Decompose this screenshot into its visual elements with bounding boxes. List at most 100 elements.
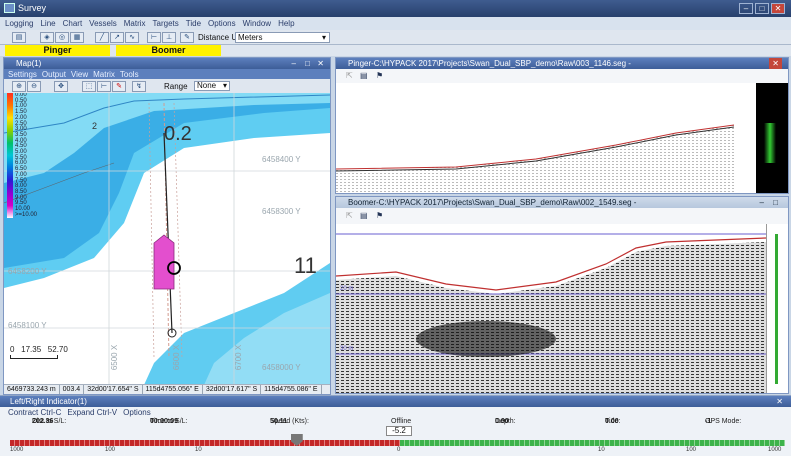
menu-line[interactable]: Line	[40, 19, 56, 28]
dist-value: 202.36	[32, 418, 54, 425]
status-lat-2: 32d00'17.617" S	[203, 385, 262, 394]
menu-targets[interactable]: Targets	[152, 19, 179, 28]
map-minimize-button[interactable]: –	[291, 59, 296, 68]
speed-value: 50.11	[270, 418, 288, 425]
boomer-seismic-display[interactable]: 20 m 30 m	[336, 224, 766, 393]
device-header-bar: Pinger Boomer	[0, 45, 791, 56]
menu-help[interactable]: Help	[278, 19, 295, 28]
document-icon[interactable]: ▤	[360, 71, 368, 80]
pinger-close-button[interactable]: ✕	[769, 58, 782, 69]
maximize-button[interactable]: □	[755, 3, 769, 14]
depth-scale-label: 6.00	[15, 160, 27, 167]
depth-scale-label: 1.50	[15, 109, 27, 116]
map-bathymetry	[4, 93, 330, 385]
lri-menu-options[interactable]: Options	[123, 408, 151, 417]
scale-left-10: 10	[195, 447, 202, 453]
cursor-icon[interactable]: ⇱	[346, 211, 353, 220]
offline-pointer	[290, 434, 303, 446]
boomer-side-trace	[766, 224, 788, 393]
pinger-toolbar: ⇱ ▤ ⚑	[336, 69, 788, 83]
log-icon[interactable]: ▤	[12, 32, 26, 43]
target-icon[interactable]: ◎	[55, 32, 69, 43]
gps-label: GPS Mode:	[705, 418, 742, 425]
arrow-icon[interactable]: ↗	[110, 32, 124, 43]
line-icon[interactable]: ╱	[95, 32, 109, 43]
depth-label-large: 0.2	[164, 123, 192, 145]
depth-color-scale: 0.00 0.50 1.00 1.50 2.00 2.50 3.00 3.50 4.00 4.50…	[7, 93, 43, 218]
range-select[interactable]: None ▾	[194, 81, 230, 91]
ruler-icon[interactable]: ⊢	[147, 32, 161, 43]
menu-vessels[interactable]: Vessels	[89, 19, 117, 28]
distance-unit-select[interactable]: Meters ▾	[235, 32, 330, 43]
pinger-label: Pinger	[5, 45, 110, 56]
map-menu-tools[interactable]: Tools	[119, 69, 139, 79]
zoom-in-icon[interactable]: ⊕	[12, 81, 26, 92]
map-menu-matrix[interactable]: Matrix	[93, 69, 115, 79]
map-menu-settings[interactable]: Settings	[8, 69, 37, 79]
depth-scale-label: 4.00	[15, 137, 27, 144]
map-menu-view[interactable]: View	[70, 69, 89, 79]
menu-options[interactable]: Options	[208, 19, 236, 28]
speed: Speed (Kts): 50.11	[270, 418, 309, 425]
depth: Depth: 0.00	[495, 418, 516, 425]
lri-menu-contract[interactable]: Contract Ctrl-C	[8, 408, 62, 417]
document-icon[interactable]: ▤	[360, 211, 368, 220]
curve-icon[interactable]: ∿	[125, 32, 139, 43]
chevron-down-icon: ▾	[222, 81, 227, 90]
boomer-title: Boomer-C:\HYPACK 2017\Projects\Swan_Dual…	[348, 198, 637, 207]
menu-logging[interactable]: Logging	[5, 19, 34, 28]
lri-menu-expand[interactable]: Expand Ctrl-V	[67, 408, 118, 417]
depth-scale-label: 2.50	[15, 120, 27, 127]
time-label: Time to S/L:	[150, 418, 188, 425]
depth-scale-label: 3.00	[15, 126, 27, 133]
menu-matrix[interactable]: Matrix	[123, 19, 146, 28]
map-status-bar: 6469733.243 m 003.4 32d00'17.654" S 115d…	[4, 384, 330, 394]
time-to-sl: Time to S/L: 00:00:09	[150, 418, 187, 425]
pencil-icon[interactable]: ✎	[180, 32, 194, 43]
depth-scale-label: 6.50	[15, 166, 27, 173]
main-menu-bar: Logging Line Chart Vessels Matrix Target…	[0, 17, 791, 30]
vessel-icon[interactable]: ◈	[40, 32, 54, 43]
easting-6500: 6500 X	[110, 344, 120, 371]
edit-icon[interactable]: ✎	[112, 81, 126, 92]
select-icon[interactable]: ⬚	[82, 81, 96, 92]
close-button[interactable]: ✕	[771, 3, 785, 14]
zoom-out-icon[interactable]: ⊖	[27, 81, 41, 92]
left-right-indicator: Left/Right Indicator(1) ✕ Contract Ctrl-…	[0, 395, 791, 456]
vessel-shape	[153, 234, 175, 290]
map-title: Map(1)	[16, 59, 42, 68]
depth-scale-label: >=10.00	[15, 211, 38, 218]
map-maximize-button[interactable]: □	[305, 59, 310, 68]
cursor-icon[interactable]: ⇱	[346, 71, 353, 80]
depth-scale-label: 5.50	[15, 154, 27, 161]
map-close-button[interactable]: ✕	[317, 59, 324, 68]
boomer-maximize-button[interactable]: □	[773, 198, 778, 207]
map-toolbar: ⊕ ⊖ ✥ ⬚ ⊢ ✎ ↯ Range None ▾	[4, 79, 330, 93]
flag-icon[interactable]: ⚑	[376, 71, 384, 80]
measure-icon[interactable]: ⊢	[97, 81, 111, 92]
menu-tide[interactable]: Tide	[185, 19, 202, 28]
northing-6458300: 6458300 Y	[262, 207, 301, 216]
depth-scale-label: 4.50	[15, 143, 27, 150]
lri-close-button[interactable]: ✕	[776, 397, 783, 406]
pan-icon[interactable]: ✥	[54, 81, 68, 92]
pinger-seismic-display[interactable]	[336, 83, 734, 193]
grid-icon[interactable]: ▦	[70, 32, 84, 43]
map-canvas[interactable]: 0.00 0.50 1.00 1.50 2.00 2.50 3.00 3.50 4.00 4.50…	[4, 93, 330, 385]
dist-to-sl: Dist to S/L: 202.36	[32, 418, 66, 425]
distance-unit-value: Meters	[238, 33, 263, 42]
minimize-button[interactable]: –	[739, 3, 753, 14]
depth-scale-label: 2.00	[15, 114, 27, 121]
app-title-bar: Survey – □ ✕	[0, 0, 791, 17]
tide-label: Tide:	[605, 418, 621, 425]
menu-window[interactable]: Window	[242, 19, 272, 28]
boomer-minimize-button[interactable]: –	[759, 198, 764, 207]
depth-icon[interactable]: ⊥	[162, 32, 176, 43]
vector-icon[interactable]: ↯	[132, 81, 146, 92]
menu-chart[interactable]: Chart	[62, 19, 83, 28]
depth-label-large-2: 11	[294, 253, 317, 278]
map-menu-output[interactable]: Output	[41, 69, 66, 79]
flag-icon[interactable]: ⚑	[376, 211, 384, 220]
range-value: None	[197, 81, 217, 90]
distance-unit-label: Distance Unit	[198, 33, 246, 42]
